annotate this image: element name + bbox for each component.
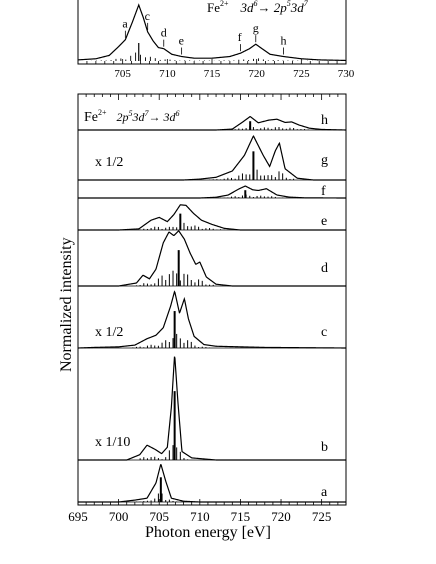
absorption-peak-label: g bbox=[253, 21, 259, 35]
absorption-peak-label: a bbox=[122, 17, 128, 31]
absorption-peak-label: c bbox=[145, 9, 150, 23]
spectrum-a bbox=[78, 464, 346, 503]
emission-tick-label: 695 bbox=[68, 509, 88, 524]
absorption-tick-label: 720 bbox=[248, 68, 265, 80]
series-label-c: c bbox=[321, 325, 327, 340]
spectrum-f bbox=[78, 185, 346, 199]
absorption-tick-label: 730 bbox=[338, 68, 355, 80]
multiplier-b: x 1/10 bbox=[95, 435, 130, 450]
absorption-curve-group bbox=[78, 3, 346, 62]
emission-panel-title: Fe2+ 2p53d7→ 3d6 bbox=[84, 108, 180, 125]
multiplier-c: x 1/2 bbox=[95, 325, 123, 340]
spectrum-g bbox=[78, 135, 346, 181]
absorption-peak-label: f bbox=[238, 30, 242, 44]
series-label-e: e bbox=[321, 214, 327, 229]
emission-spectra bbox=[78, 116, 346, 503]
absorption-peak-label: d bbox=[161, 26, 167, 40]
emission-x-axis: 695 700 705 710 715 720 725 bbox=[68, 94, 347, 524]
emission-panel-frame bbox=[77, 93, 347, 506]
spectrum-e bbox=[78, 204, 346, 231]
absorption-tick-label: 710 bbox=[159, 68, 176, 80]
spectrum-d bbox=[78, 230, 346, 287]
absorption-tick-label: 715 bbox=[204, 68, 221, 80]
absorption-peak-label: h bbox=[280, 34, 286, 48]
series-label-g: g bbox=[321, 153, 328, 168]
emission-tick-label: 725 bbox=[312, 509, 332, 524]
series-label-a: a bbox=[321, 485, 328, 500]
spectrum-b bbox=[78, 356, 346, 461]
series-label-d: d bbox=[321, 261, 328, 276]
absorption-tick-label: 705 bbox=[114, 68, 131, 80]
absorption-curve bbox=[78, 3, 346, 62]
absorption-tick-label: 725 bbox=[293, 68, 310, 80]
absorption-sticks bbox=[90, 43, 328, 61]
emission-tick-label: 700 bbox=[109, 509, 129, 524]
y-axis-label: Normalized intensity bbox=[58, 237, 75, 372]
emission-tick-label: 710 bbox=[190, 509, 210, 524]
multiplier-g: x 1/2 bbox=[95, 155, 123, 170]
emission-tick-label: 715 bbox=[231, 509, 251, 524]
spectrum-c bbox=[78, 290, 346, 349]
series-label-f: f bbox=[321, 184, 326, 199]
absorption-peak-labels: a cde fg h bbox=[122, 9, 286, 55]
absorption-peak-label: e bbox=[179, 34, 184, 48]
absorption-x-axis: 705 710 715 720 725 730 bbox=[78, 59, 355, 80]
spectrum-h bbox=[78, 116, 346, 131]
x-axis-label: Photon energy [eV] bbox=[145, 524, 271, 541]
series-label-b: b bbox=[321, 440, 328, 455]
series-label-h: h bbox=[321, 113, 328, 128]
emission-panel: Fe2+ 2p53d7→ 3d6 h g x 1/2 fe d c x 1/2 b x 1/10 a… bbox=[58, 93, 347, 541]
emission-tick-label: 705 bbox=[149, 509, 169, 524]
emission-series-labels: h g x 1/2 fe d c x 1/2 b x 1/10 a bbox=[95, 113, 328, 500]
emission-tick-label: 720 bbox=[271, 509, 291, 524]
absorption-panel-title: Fe2+ 3d6→ 2p53d7 bbox=[207, 0, 309, 15]
